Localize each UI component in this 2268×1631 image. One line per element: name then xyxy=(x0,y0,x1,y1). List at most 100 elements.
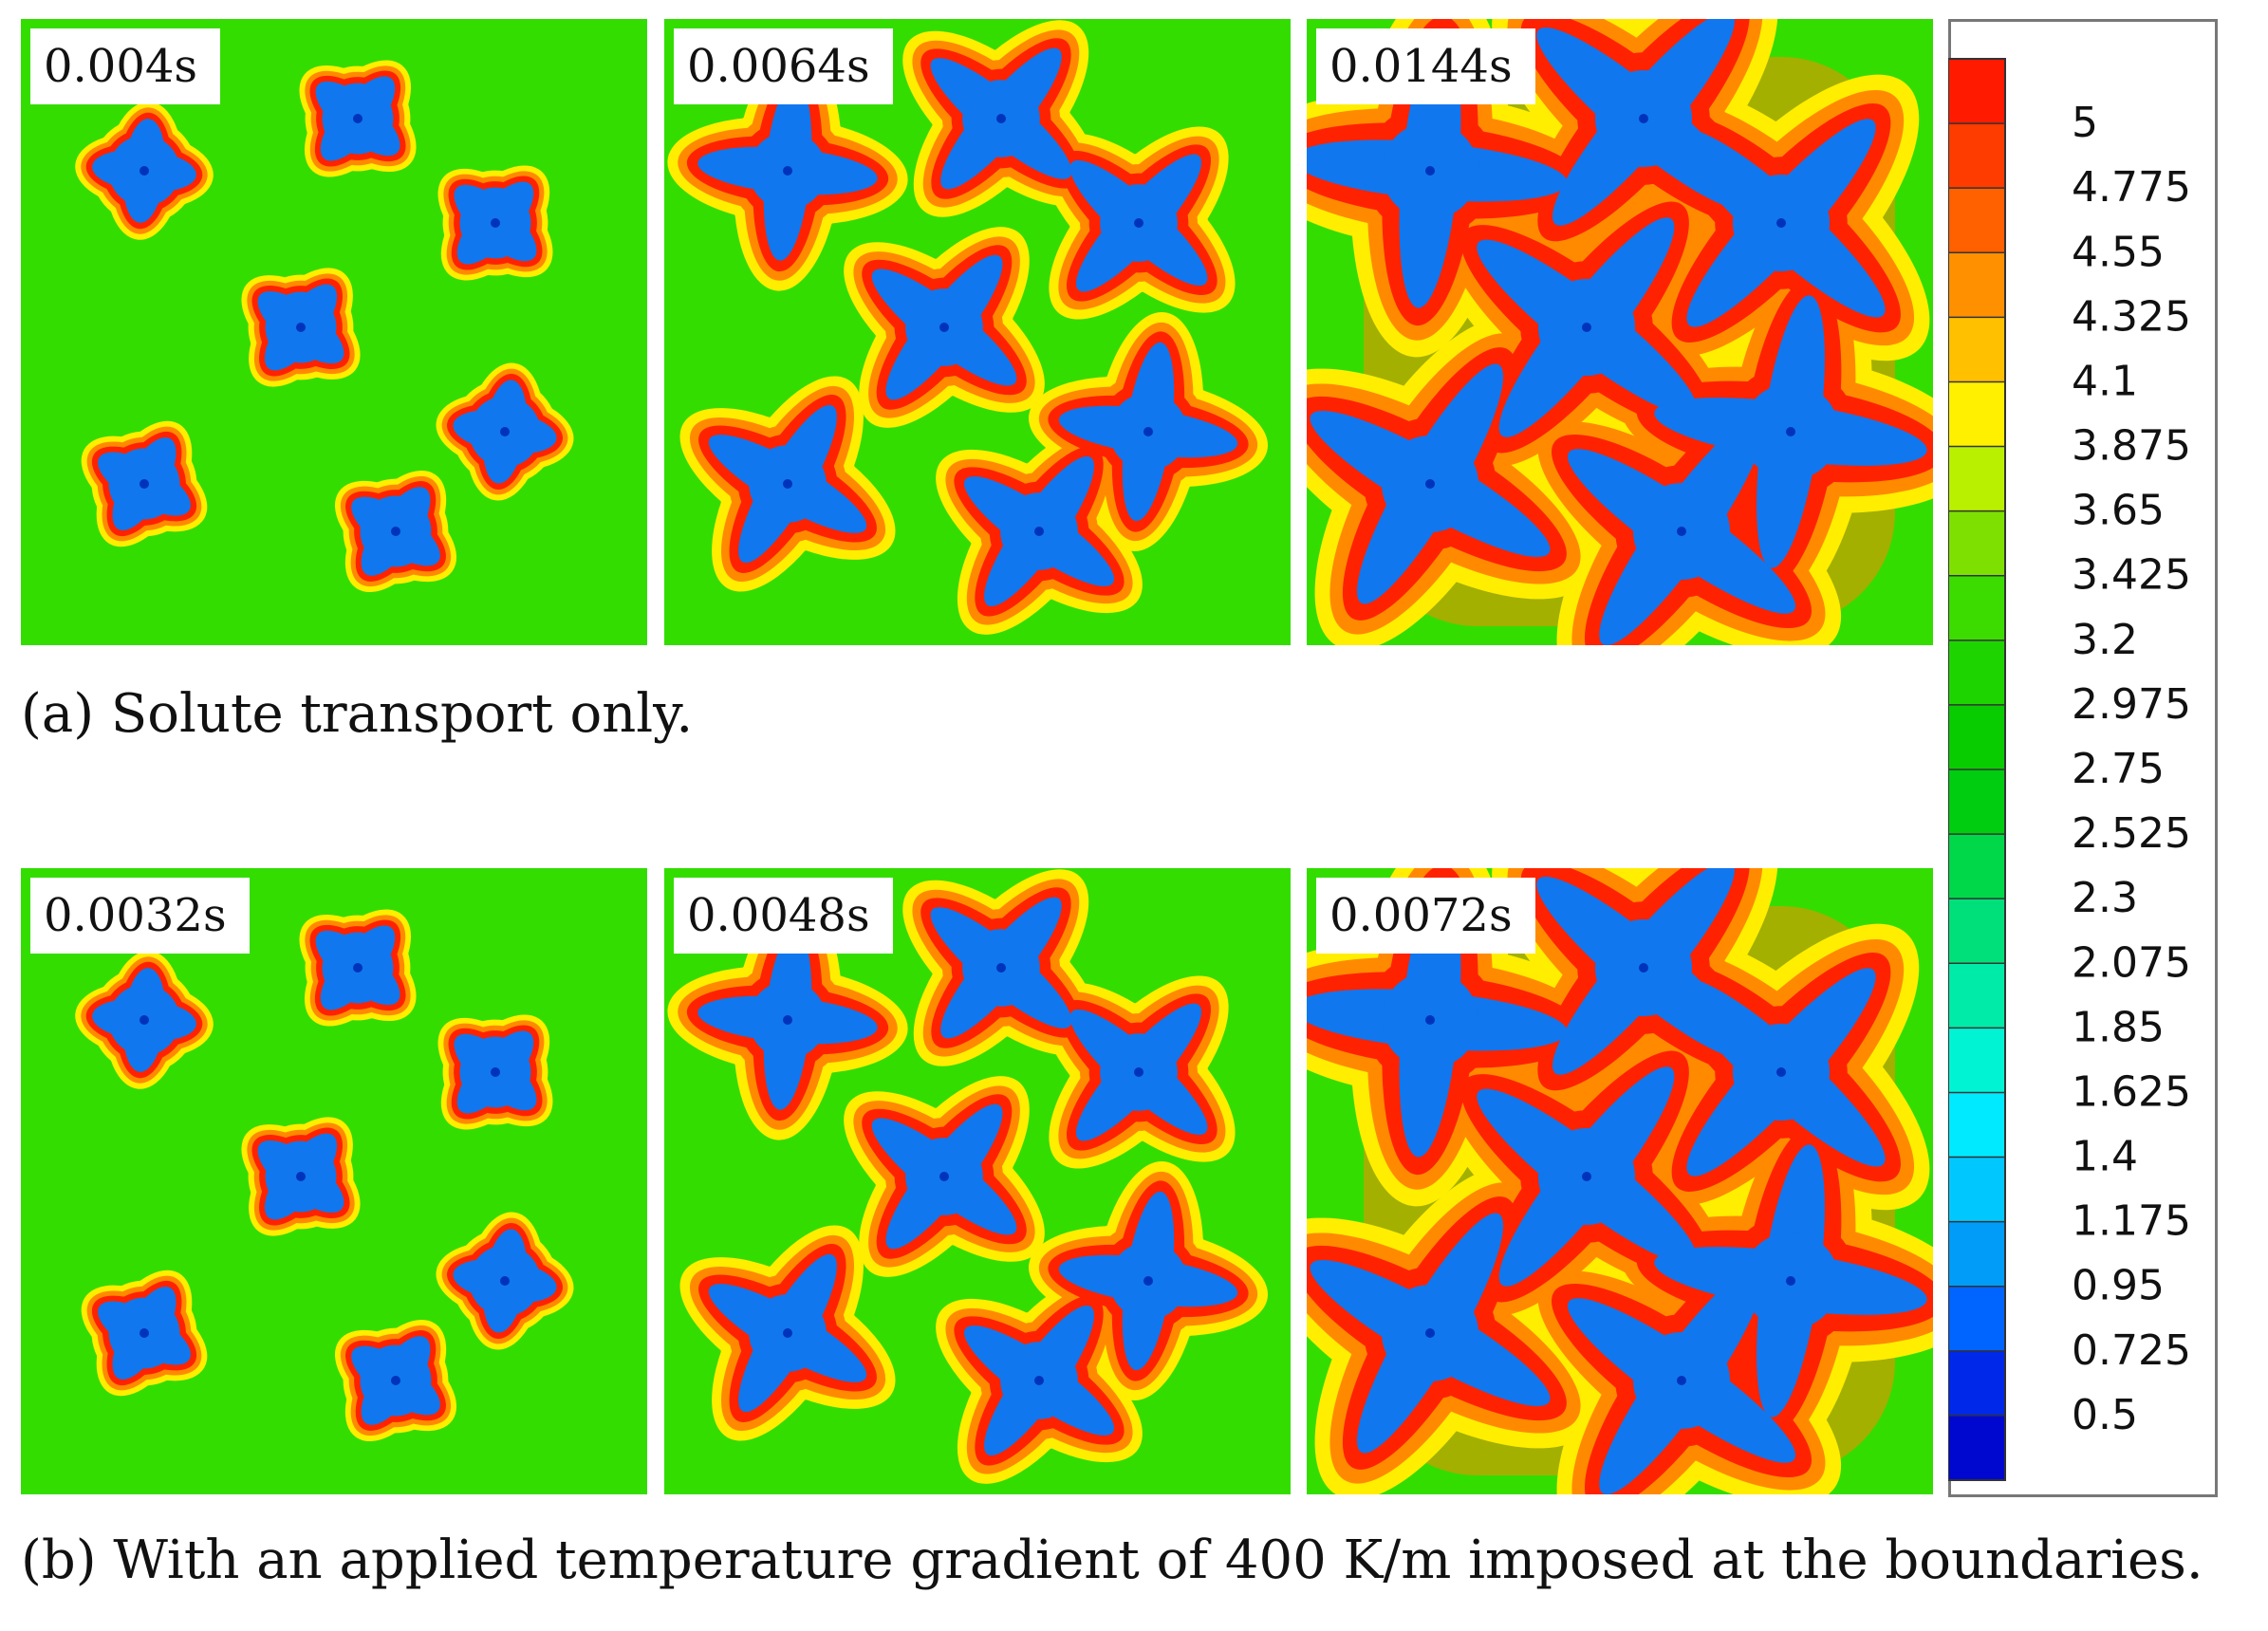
nucleus-4 xyxy=(1582,323,1591,332)
nucleus-3 xyxy=(491,218,500,228)
nucleus-6 xyxy=(783,1328,792,1338)
colorbar-tick-label: 0.5 xyxy=(2072,1391,2138,1439)
nucleus-4 xyxy=(939,1172,949,1181)
colorbar-tick-label: 4.325 xyxy=(2072,292,2191,341)
colorbar-tick-label: 2.525 xyxy=(2072,809,2191,858)
colorbar-tick-label: 2.975 xyxy=(2072,680,2191,729)
nucleus-4 xyxy=(939,323,949,332)
nucleus-7 xyxy=(391,527,400,536)
colorbar-tick-label: 1.175 xyxy=(2072,1197,2191,1246)
colorbar-tick-label: 2.075 xyxy=(2072,938,2191,987)
colorbar-tick-label: 4.55 xyxy=(2072,228,2165,276)
nucleus-7 xyxy=(1034,1376,1044,1385)
panel-a-3-plot xyxy=(1307,19,1933,645)
nucleus-6 xyxy=(139,1328,149,1338)
colorbar-tick-label: 1.85 xyxy=(2072,1003,2165,1051)
nucleus-5 xyxy=(500,427,510,436)
nucleus-2 xyxy=(1639,114,1648,123)
caption-a: (a) Solute transport only. xyxy=(21,683,694,745)
colorbar-band-8 xyxy=(1948,510,2005,577)
nucleus-1 xyxy=(783,1015,792,1025)
colorbar-band-21 xyxy=(1948,1350,2005,1417)
time-label-b-1: 0.0032s xyxy=(30,878,250,954)
colorbar-band-3 xyxy=(1948,188,2005,253)
colorbar-band-10 xyxy=(1948,639,2005,706)
colorbar-tick-label: 3.875 xyxy=(2072,422,2191,471)
colorbar: 5 4.775 4.55 4.325 4.1 3.875 3.65 3.425 3.2 2.975… xyxy=(1948,58,2191,1481)
panel-b-3: 0.0072s xyxy=(1307,868,1933,1494)
nucleus-4 xyxy=(1582,1172,1591,1181)
colorbar-band-12 xyxy=(1948,769,2005,835)
nucleus-2 xyxy=(353,963,363,973)
colorbar-tick-label: 2.3 xyxy=(2072,874,2138,922)
nucleus-5 xyxy=(500,1276,510,1286)
colorbar-tick-label: 3.2 xyxy=(2072,616,2138,664)
colorbar-tick-label: 0.725 xyxy=(2072,1326,2191,1375)
nucleus-2 xyxy=(353,114,363,123)
nucleus-6 xyxy=(1425,479,1435,489)
nucleus-6 xyxy=(139,479,149,489)
nucleus-5 xyxy=(1786,427,1795,436)
nucleus-5 xyxy=(1143,1276,1153,1286)
nucleus-6 xyxy=(1425,1328,1435,1338)
colorbar-band-6 xyxy=(1948,381,2005,448)
colorbar-tick-label: 3.425 xyxy=(2072,551,2191,600)
nucleus-3 xyxy=(1776,1067,1786,1077)
panel-a-1: 0.004s xyxy=(21,19,647,645)
time-label-b-2: 0.0048s xyxy=(674,878,893,954)
nucleus-7 xyxy=(391,1376,400,1385)
colorbar-tick-label: 5 xyxy=(2072,99,2098,147)
nucleus-1 xyxy=(139,166,149,176)
colorbar-band-16 xyxy=(1948,1028,2005,1093)
time-label-a-2: 0.0064s xyxy=(674,28,893,104)
panel-a-1-plot xyxy=(21,19,647,645)
colorbar-tick-label: 3.65 xyxy=(2072,487,2165,535)
colorbar-tick-label: 0.95 xyxy=(2072,1262,2165,1310)
colorbar-band-22 xyxy=(1948,1415,2005,1481)
nucleus-5 xyxy=(1786,1276,1795,1286)
nucleus-3 xyxy=(1776,218,1786,228)
panel-a-2: 0.0064s xyxy=(664,19,1291,645)
nucleus-7 xyxy=(1677,1376,1686,1385)
panel-b-3-plot xyxy=(1307,868,1933,1494)
colorbar-band-11 xyxy=(1948,704,2005,770)
nucleus-3 xyxy=(1134,1067,1143,1077)
colorbar-tick-label: 4.775 xyxy=(2072,163,2191,212)
nucleus-7 xyxy=(1034,527,1044,536)
nucleus-1 xyxy=(139,1015,149,1025)
nucleus-2 xyxy=(996,963,1006,973)
nucleus-4 xyxy=(296,1172,306,1181)
colorbar-band-13 xyxy=(1948,834,2005,899)
nucleus-2 xyxy=(1639,963,1648,973)
panel-b-2: 0.0048s xyxy=(664,868,1291,1494)
nucleus-2 xyxy=(996,114,1006,123)
nucleus-1 xyxy=(1425,1015,1435,1025)
panel-b-2-plot xyxy=(664,868,1291,1494)
colorbar-band-18 xyxy=(1948,1157,2005,1223)
time-label-a-1: 0.004s xyxy=(30,28,221,104)
colorbar-band-4 xyxy=(1948,252,2005,318)
colorbar-tick-label: 1.625 xyxy=(2072,1067,2191,1116)
colorbar-band-17 xyxy=(1948,1092,2005,1158)
colorbar-band-20 xyxy=(1948,1286,2005,1352)
colorbar-band-14 xyxy=(1948,899,2005,964)
nucleus-7 xyxy=(1677,527,1686,536)
nucleus-6 xyxy=(783,479,792,489)
colorbar-tick-label: 4.1 xyxy=(2072,357,2138,405)
colorbar-tick-label: 1.4 xyxy=(2072,1133,2138,1181)
nucleus-3 xyxy=(491,1067,500,1077)
colorbar-band-1 xyxy=(1948,59,2005,124)
colorbar-border xyxy=(1948,58,2006,1481)
colorbar-band-7 xyxy=(1948,446,2005,512)
nucleus-4 xyxy=(296,323,306,332)
time-label-b-3: 0.0072s xyxy=(1316,878,1535,954)
time-label-a-3: 0.0144s xyxy=(1316,28,1535,104)
colorbar-band-19 xyxy=(1948,1221,2005,1288)
caption-b: (b) With an applied temperature gradient… xyxy=(21,1529,2203,1591)
colorbar-band-9 xyxy=(1948,575,2005,641)
nucleus-5 xyxy=(1143,427,1153,436)
colorbar-band-5 xyxy=(1948,317,2005,382)
panel-a-2-plot xyxy=(664,19,1291,645)
nucleus-1 xyxy=(1425,166,1435,176)
